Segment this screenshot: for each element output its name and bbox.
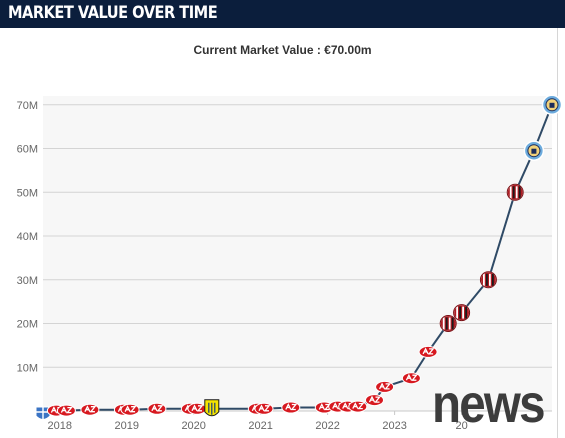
az-crest-icon	[375, 380, 395, 393]
milan-stripe	[486, 273, 488, 286]
data-point-az-alkmaar	[56, 404, 76, 417]
data-point-manchester-city	[541, 94, 563, 116]
milan-stripe	[451, 317, 454, 330]
az-crest-mark	[124, 405, 137, 413]
x-tick-label: 2022	[315, 420, 339, 432]
az-crest-icon	[418, 345, 438, 358]
data-point-az-alkmaar	[147, 402, 167, 415]
milan-crest-ring	[506, 183, 524, 201]
data-point-ac-milan	[453, 304, 471, 322]
panel-border	[557, 28, 558, 438]
y-tick-label: 30M	[17, 275, 38, 287]
az-crest-icon	[80, 403, 100, 416]
data-point-az-alkmaar	[120, 403, 140, 416]
data-point-az-alkmaar	[375, 380, 395, 393]
section-header: MARKET VALUE OVER TIME	[0, 0, 565, 28]
man-city-crest-shield	[531, 148, 537, 154]
data-point-az-alkmaar	[254, 402, 274, 415]
milan-stripe	[509, 186, 512, 199]
x-tick-label: 20	[455, 420, 467, 432]
y-tick-label: 10M	[17, 362, 38, 374]
y-tick-label: 20M	[17, 319, 38, 331]
az-crest-icon	[365, 394, 384, 407]
milan-stripe	[518, 186, 521, 199]
watermark: news	[432, 374, 546, 434]
milan-stripe	[459, 306, 461, 319]
x-tick-label: 2021	[248, 420, 272, 432]
az-crest-mark	[318, 403, 331, 411]
data-point-az-alkmaar	[401, 372, 421, 385]
az-crest-mark	[84, 405, 97, 413]
data-point-az-alkmaar	[348, 400, 368, 413]
chart-title: Current Market Value : €70.00m	[193, 43, 372, 57]
x-tick-label: 2019	[114, 420, 138, 432]
milan-stripe	[462, 306, 464, 319]
az-crest-mark	[285, 403, 298, 411]
milan-stripe	[492, 273, 494, 286]
data-point-az-alkmaar	[187, 402, 207, 415]
man-city-crest-shield	[549, 102, 555, 108]
milan-stripe	[483, 273, 485, 286]
milan-stripe	[515, 186, 518, 199]
milan-crest-ring	[453, 304, 471, 322]
milan-stripe	[448, 317, 451, 330]
x-tick-label: 2018	[48, 420, 72, 432]
x-tick-label: 2020	[181, 420, 205, 432]
data-point-az-alkmaar	[281, 401, 301, 414]
az-crest-icon	[147, 402, 167, 415]
data-point-manchester-city	[523, 140, 545, 161]
az-crest-icon	[56, 404, 76, 417]
plot-area	[43, 96, 552, 411]
az-crest-icon	[120, 403, 140, 416]
az-crest-icon	[401, 372, 421, 385]
data-point-az-alkmaar	[418, 345, 438, 358]
milan-stripe	[456, 306, 458, 319]
az-crest-icon	[348, 400, 368, 413]
milan-stripe	[512, 186, 515, 199]
az-crest-mark	[151, 404, 164, 412]
az-crest-mark	[368, 395, 381, 403]
milan-crest-ring	[439, 315, 457, 332]
x-tick-label: 2023	[382, 420, 406, 432]
az-crest-icon	[187, 402, 207, 415]
milan-stripe	[445, 317, 448, 330]
y-tick-label: 70M	[17, 100, 38, 112]
y-tick-label: 60M	[17, 144, 38, 156]
milan-stripe	[489, 273, 491, 286]
data-point-pec-zwolle	[35, 406, 51, 421]
data-point-rkc-waalwijk	[204, 399, 220, 417]
az-crest-icon	[281, 401, 301, 414]
data-point-ac-milan	[506, 183, 524, 201]
az-crest-icon	[254, 402, 274, 415]
az-crest-mark	[191, 404, 204, 412]
data-point-az-alkmaar	[80, 403, 100, 416]
az-crest-mark	[258, 404, 271, 412]
rkc-crest-stripes	[208, 402, 216, 415]
milan-stripe	[442, 317, 445, 330]
data-point-ac-milan	[479, 271, 497, 289]
az-crest-mark	[405, 373, 418, 381]
section-title: MARKET VALUE OVER TIME	[8, 3, 218, 23]
y-tick-label: 50M	[17, 187, 38, 199]
milan-stripe	[465, 306, 467, 319]
az-crest-mark	[379, 382, 391, 390]
milan-crest-ring	[479, 271, 497, 289]
az-crest-mark	[60, 406, 73, 414]
data-point-ac-milan	[439, 314, 457, 333]
az-crest-mark	[422, 347, 435, 355]
data-point-az-alkmaar	[365, 394, 384, 407]
az-crest-mark	[352, 402, 365, 410]
y-tick-label: 40M	[17, 231, 38, 243]
